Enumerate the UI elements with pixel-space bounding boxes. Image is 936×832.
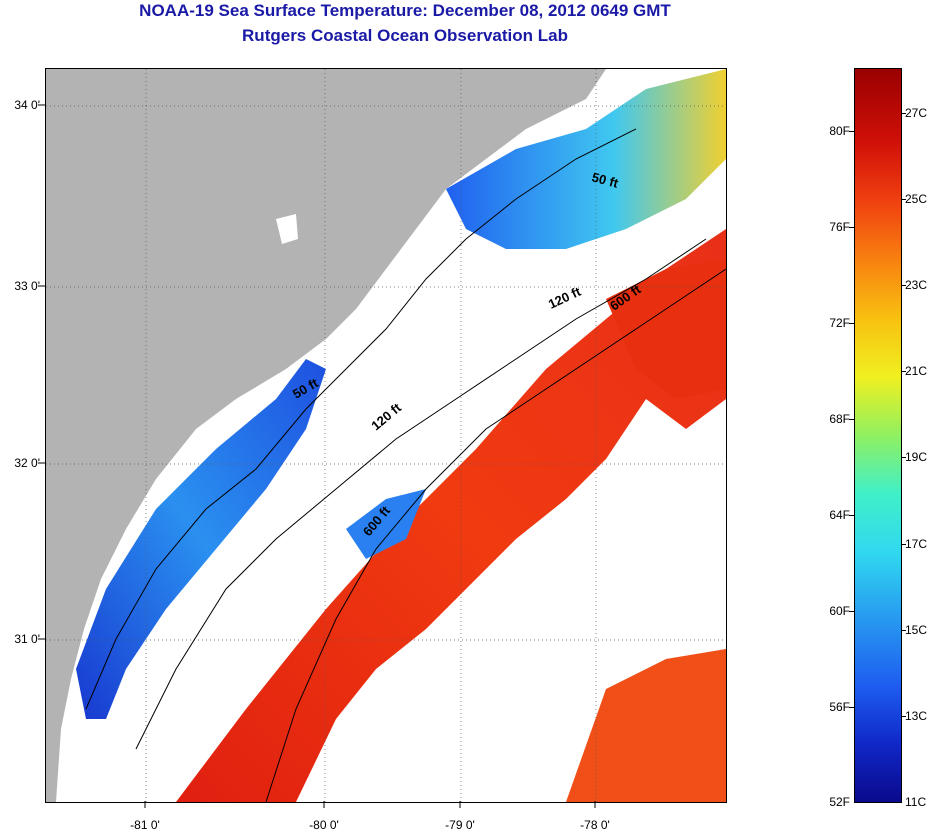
lat-label: 33 0' — [14, 279, 40, 293]
lat-label: 34 0' — [14, 98, 40, 112]
temperature-colorbar — [854, 68, 902, 803]
map-title: NOAA-19 Sea Surface Temperature: Decembe… — [139, 1, 671, 20]
colorbar-c-label: 15C — [905, 623, 928, 637]
lon-label: -80 0' — [309, 818, 339, 832]
colorbar-tick — [849, 323, 854, 324]
colorbar-tick — [849, 515, 854, 516]
colorbar-tick — [901, 199, 906, 200]
colorbar-c-label: 19C — [905, 450, 928, 464]
colorbar-f-label: 60F — [829, 604, 850, 618]
colorbar-f-label: 52F — [829, 795, 850, 809]
land-mass — [46, 69, 606, 802]
map-subtitle: Rutgers Coastal Ocean Observation Lab — [242, 26, 568, 45]
sst-map-canvas: 50 ft 50 ft 120 ft 120 ft 600 ft 600 ft — [46, 69, 726, 802]
sst-map: 50 ft 50 ft 120 ft 120 ft 600 ft 600 ft — [45, 68, 727, 803]
colorbar-tick — [849, 419, 854, 420]
colorbar-f-label: 56F — [829, 700, 850, 714]
northern-cold-water — [446, 69, 726, 249]
lat-label: 32 0' — [14, 456, 40, 470]
colorbar-tick — [901, 371, 906, 372]
lon-label: -81 0' — [130, 818, 160, 832]
map-ticks — [38, 104, 596, 808]
colorbar-tick — [849, 707, 854, 708]
colorbar-f-label: 72F — [829, 316, 850, 330]
coastal-cold-water — [76, 359, 326, 719]
colorbar-c-label: 13C — [905, 709, 928, 723]
colorbar-tick — [901, 716, 906, 717]
gulf-stream-warm-region — [176, 229, 726, 802]
lat-label: 31 0' — [14, 632, 40, 646]
southeast-warm-region — [566, 649, 726, 802]
colorbar-c-label: 17C — [905, 537, 928, 551]
lon-label: -79 0' — [445, 818, 475, 832]
colorbar-tick — [849, 131, 854, 132]
colorbar-f-label: 68F — [829, 412, 850, 426]
colorbar-c-label: 27C — [905, 106, 928, 120]
cold-patch-center — [346, 489, 426, 559]
land-white-fleck — [276, 214, 298, 244]
colorbar-c-label: 25C — [905, 192, 928, 206]
colorbar-f-label: 76F — [829, 220, 850, 234]
colorbar-tick — [849, 611, 854, 612]
colorbar-f-label: 80F — [829, 124, 850, 138]
colorbar-f-label: 64F — [829, 508, 850, 522]
colorbar-c-label: 21C — [905, 364, 928, 378]
colorbar-tick — [849, 227, 854, 228]
lon-label: -78 0' — [580, 818, 610, 832]
isobath-contours — [85, 128, 726, 802]
colorbar-c-label: 11C — [905, 795, 927, 809]
colorbar-c-label: 23C — [905, 278, 928, 292]
colorbar-tick — [901, 544, 906, 545]
colorbar-tick — [901, 285, 906, 286]
contour-label-50ft-north: 50 ft — [590, 169, 620, 191]
warm-patch-east — [606, 259, 726, 399]
colorbar-tick — [901, 457, 906, 458]
colorbar-tick — [901, 113, 906, 114]
graticule — [46, 69, 726, 802]
colorbar-tick — [901, 630, 906, 631]
